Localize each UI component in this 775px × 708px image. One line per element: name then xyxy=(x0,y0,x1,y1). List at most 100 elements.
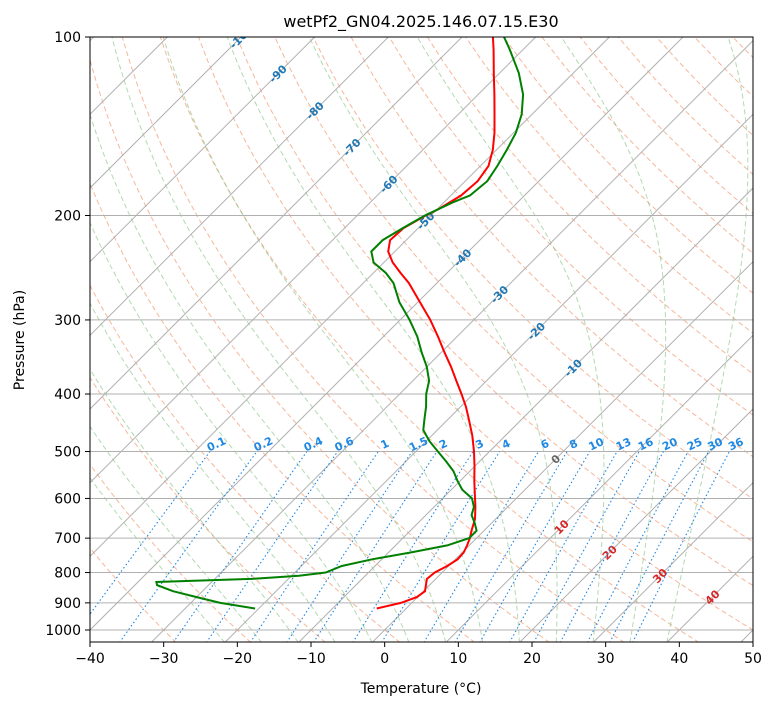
x-tick-label: −30 xyxy=(149,651,179,667)
mixing-ratio-line xyxy=(352,451,474,642)
moist-adiabat-line xyxy=(90,425,262,642)
isotherm-gridline xyxy=(90,37,537,484)
temperature-profile xyxy=(376,37,496,610)
isotherm-gridline xyxy=(740,629,753,642)
mixing-ratio-label: 13 xyxy=(614,435,633,453)
isotherm-gridline xyxy=(298,187,753,642)
adiabat-label: -20 xyxy=(525,320,548,343)
dry-adiabat-line xyxy=(90,181,476,642)
moist-adiabat-line xyxy=(90,368,299,642)
moist-adiabat-line xyxy=(226,37,520,642)
x-tick-label: 10 xyxy=(449,651,467,667)
dewpoint-profile xyxy=(155,37,525,610)
y-tick-label: 600 xyxy=(54,491,81,507)
x-tick-label: 50 xyxy=(744,651,762,667)
isotherm-gridline xyxy=(371,260,753,642)
mixing-ratio-label: 10 xyxy=(587,435,607,453)
chart-title: wetPf2_GN04.2025.146.07.15.E30 xyxy=(283,12,558,32)
x-tick-label: 20 xyxy=(523,651,541,667)
mixing-ratio-label: 16 xyxy=(636,435,656,453)
x-tick-label: −10 xyxy=(296,651,326,667)
dry-adiabat-line xyxy=(426,37,753,375)
mixing-ratio-line xyxy=(172,451,308,642)
dry-adiabat-line xyxy=(465,37,753,334)
mixing-ratio-line xyxy=(559,451,664,642)
dry-adiabat-line xyxy=(90,284,401,642)
adiabat-label: -80 xyxy=(304,99,327,122)
mixing-ratio-label: 36 xyxy=(726,435,746,453)
mixing-ratio-line xyxy=(533,451,640,642)
mixing-ratio-label: 25 xyxy=(685,435,704,453)
mixing-ratio-label: 8 xyxy=(567,437,579,452)
dry-adiabat-line xyxy=(121,37,625,642)
y-tick-label: 200 xyxy=(54,209,81,225)
mixing-ratio-line xyxy=(423,451,539,642)
isotherm-gridline xyxy=(90,37,610,558)
y-tick-label: 500 xyxy=(54,444,81,460)
plot-frame xyxy=(89,36,754,643)
dry-adiabat-line xyxy=(617,37,753,176)
y-tick-label: 700 xyxy=(54,531,81,547)
x-axis-label: Temperature (°C) xyxy=(360,681,482,697)
mixing-ratio-line xyxy=(454,451,568,642)
moist-adiabat-line xyxy=(90,477,225,642)
moist-adiabat-line xyxy=(90,302,336,642)
isotherm-gridline xyxy=(519,408,753,642)
mixing-ratio-label: 30 xyxy=(705,435,725,453)
mixing-ratio-line xyxy=(609,451,710,642)
background-grid xyxy=(90,37,753,642)
dry-adiabat-line xyxy=(236,37,753,587)
dry-adiabat-line xyxy=(274,37,753,543)
x-tick-label: −40 xyxy=(75,651,105,667)
background-adiabats xyxy=(90,37,775,643)
y-tick-label: 300 xyxy=(54,313,81,329)
dry-adiabat-line xyxy=(388,37,753,416)
dry-adiabat-line xyxy=(771,37,775,643)
isotherm-gridline xyxy=(666,555,753,642)
moist-adiabat-line xyxy=(90,221,373,642)
moist-adiabat-line xyxy=(111,37,447,642)
x-tick-label: 30 xyxy=(597,651,615,667)
moist-adiabat-line xyxy=(560,37,667,642)
adiabat-label: 0 xyxy=(549,452,564,467)
y-axis-label: Pressure (hPa) xyxy=(12,290,28,390)
y-tick-label: 800 xyxy=(54,566,81,582)
dry-adiabat-line xyxy=(198,37,753,631)
y-axis-ticks: 100 200 300 400 500 600 700 800 900 1000 xyxy=(45,30,90,639)
mixing-ratio-label: 1 xyxy=(379,437,391,452)
y-tick-label: 400 xyxy=(54,387,81,403)
isotherm-gridline xyxy=(90,37,389,337)
mixing-ratio-line xyxy=(119,451,258,642)
isotherm-gridline xyxy=(90,37,242,189)
dry-adiabat-line xyxy=(90,547,177,642)
mixing-ratio-line xyxy=(249,451,379,642)
dry-adiabat-line xyxy=(90,57,550,642)
mixing-ratio-line xyxy=(286,451,413,642)
mixing-ratio-line xyxy=(381,451,501,642)
isotherm-gridline xyxy=(90,37,684,631)
y-tick-label: 100 xyxy=(54,30,81,46)
mixing-ratio-line xyxy=(90,451,211,616)
mixing-ratio-line xyxy=(206,451,339,642)
mixing-ratio-line xyxy=(632,451,730,642)
moist-adiabat-line xyxy=(416,37,605,642)
mixing-ratio-label: 20 xyxy=(660,435,680,453)
mixing-ratio-label: 4 xyxy=(500,437,513,452)
mixing-ratio-line xyxy=(586,451,689,642)
moist-adiabat-line xyxy=(308,37,558,642)
profile-series xyxy=(155,37,525,610)
x-tick-label: 40 xyxy=(670,651,688,667)
dry-adiabat-line xyxy=(90,376,326,642)
dry-adiabat-line xyxy=(90,463,251,642)
mixing-ratio-lines xyxy=(90,451,730,642)
isotherm-gridline xyxy=(224,113,753,642)
dry-adiabat-line xyxy=(159,37,700,642)
dry-adiabat-line xyxy=(312,37,753,500)
mixing-ratio-label: 3 xyxy=(473,437,485,452)
dry-adiabat-line xyxy=(503,37,753,294)
x-axis-ticks: −40 −30 −20 −10 0 10 20 30 40 50 xyxy=(75,642,762,667)
isotherm-gridline xyxy=(592,481,753,642)
x-tick-label: 0 xyxy=(380,651,389,667)
y-tick-label: 900 xyxy=(54,596,81,612)
